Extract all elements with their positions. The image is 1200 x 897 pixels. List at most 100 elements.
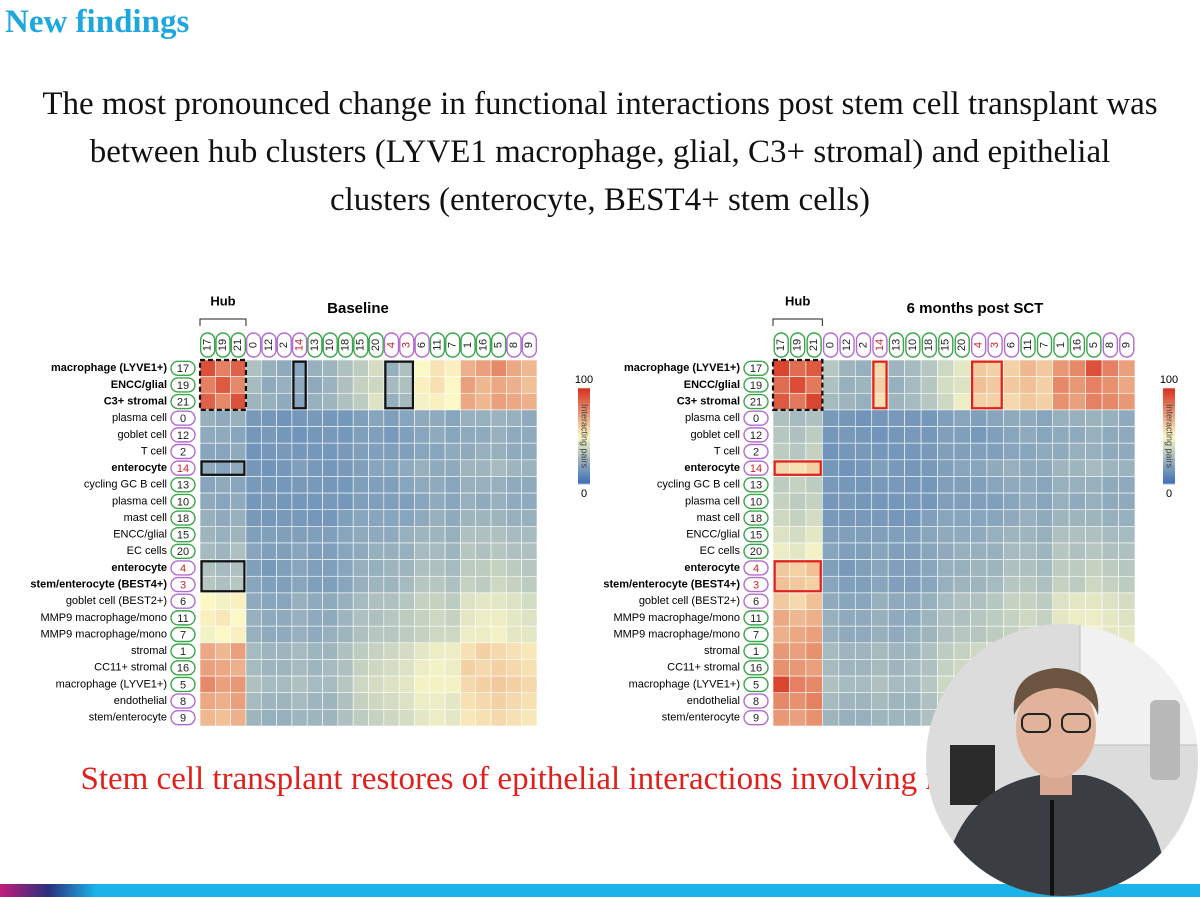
row-id: 5 [180, 679, 186, 691]
colorbar-step [1163, 407, 1175, 411]
row-pill [743, 427, 769, 443]
column-label: 3 [401, 342, 413, 348]
colorbar-tick-label: 0 [1166, 488, 1172, 500]
column-pill [307, 332, 323, 358]
row-id: 18 [750, 513, 762, 525]
row-id: 0 [753, 413, 759, 425]
colorbar-step [578, 467, 590, 471]
column-label: 15 [355, 339, 367, 351]
row-pill [743, 477, 769, 493]
row-pill [170, 543, 196, 560]
row-id: 11 [750, 613, 761, 625]
colorbar-step [1163, 402, 1175, 406]
row-pill [743, 626, 769, 643]
colorbar-step [1163, 452, 1175, 456]
row-pill [170, 477, 196, 493]
row-pill [170, 610, 196, 626]
row-pill [170, 443, 196, 460]
row-pill [743, 443, 769, 460]
column-label: 10 [907, 339, 919, 351]
hair [1013, 668, 1099, 715]
row-id: 7 [180, 629, 186, 641]
colorbar-step [578, 409, 590, 413]
footer-bar [0, 884, 1200, 897]
row-pill [743, 493, 769, 510]
row-label: endothelial [687, 695, 740, 707]
colorbar-label: Interacting pairs [580, 404, 590, 469]
column-pill [822, 332, 839, 358]
colorbar-step [1163, 462, 1175, 466]
column-pill [987, 332, 1003, 358]
row-label: cycling GC B cell [657, 479, 740, 491]
row-pill [170, 526, 196, 543]
colorbar-step [1163, 419, 1175, 423]
colorbar-step [1163, 414, 1175, 418]
column-pill [245, 332, 262, 358]
colorbar-step [578, 469, 590, 473]
row-id: 13 [177, 480, 189, 492]
row-id: 16 [177, 663, 189, 675]
colorbar-step [578, 395, 590, 399]
column-label: 3 [989, 342, 1001, 348]
column-pill [230, 332, 246, 358]
row-pill [170, 626, 196, 643]
column-label: 2 [857, 342, 869, 348]
colorbar-step [1163, 426, 1175, 430]
row-pill [743, 676, 769, 693]
row-pill [743, 460, 769, 476]
row-pill [170, 593, 196, 609]
colorbar-step [1163, 469, 1175, 473]
row-label: macrophage (LYVE1+) [629, 678, 740, 690]
row-pill [170, 460, 196, 476]
column-pill [353, 332, 369, 358]
shirt [940, 775, 1170, 896]
colorbar-step [1163, 450, 1175, 454]
colorbar-step [578, 448, 590, 451]
row-label: CC11+ stromal [94, 662, 167, 674]
column-pill [429, 332, 446, 358]
row-id: 14 [177, 463, 189, 475]
colorbar-step [578, 392, 590, 396]
row-label: stem/enterocyte (BEST4+) [30, 578, 167, 590]
row-pill [743, 510, 769, 526]
bottle [1150, 700, 1180, 780]
row-id: 2 [753, 446, 759, 458]
column-pill [905, 332, 921, 358]
row-id: 15 [177, 530, 189, 542]
colorbar-step [578, 479, 590, 483]
colorbar-tick-label: 100 [575, 374, 593, 386]
colorbar-step [578, 414, 590, 418]
row-label: ENCC/glial [686, 529, 740, 541]
row-id: 9 [180, 713, 186, 725]
colorbar-label: Interacting pairs [1165, 404, 1175, 469]
colorbar-step [1163, 388, 1175, 391]
row-pill [743, 377, 769, 393]
row-id: 4 [753, 563, 759, 575]
column-label: 17 [775, 339, 787, 351]
row-id: 13 [750, 480, 762, 492]
row-pill [743, 610, 769, 626]
glasses [1061, 713, 1091, 733]
colorbar-step [578, 452, 590, 456]
row-label: plasma cell [112, 412, 167, 424]
row-label: plasma cell [685, 495, 740, 507]
row-label: goblet cell (BEST2+) [66, 595, 167, 607]
colorbar-step [578, 419, 590, 423]
row-label: C3+ stromal [677, 395, 740, 407]
colorbar-step [1163, 448, 1175, 451]
colorbar-step [578, 457, 590, 461]
colorbar-step [1163, 412, 1175, 415]
row-label: plasma cell [112, 495, 167, 507]
colorbar-step [1163, 397, 1175, 401]
column-pill [322, 332, 338, 358]
colorbar-step [1163, 445, 1175, 449]
column-pill [337, 332, 354, 358]
row-id: 3 [180, 579, 186, 591]
column-label: 10 [324, 339, 336, 351]
chart-title: 6 months post SCT [907, 300, 1044, 317]
colorbar-step [1163, 479, 1175, 483]
row-pill [170, 427, 196, 443]
column-label: 21 [232, 339, 244, 351]
column-label: 20 [956, 339, 968, 351]
